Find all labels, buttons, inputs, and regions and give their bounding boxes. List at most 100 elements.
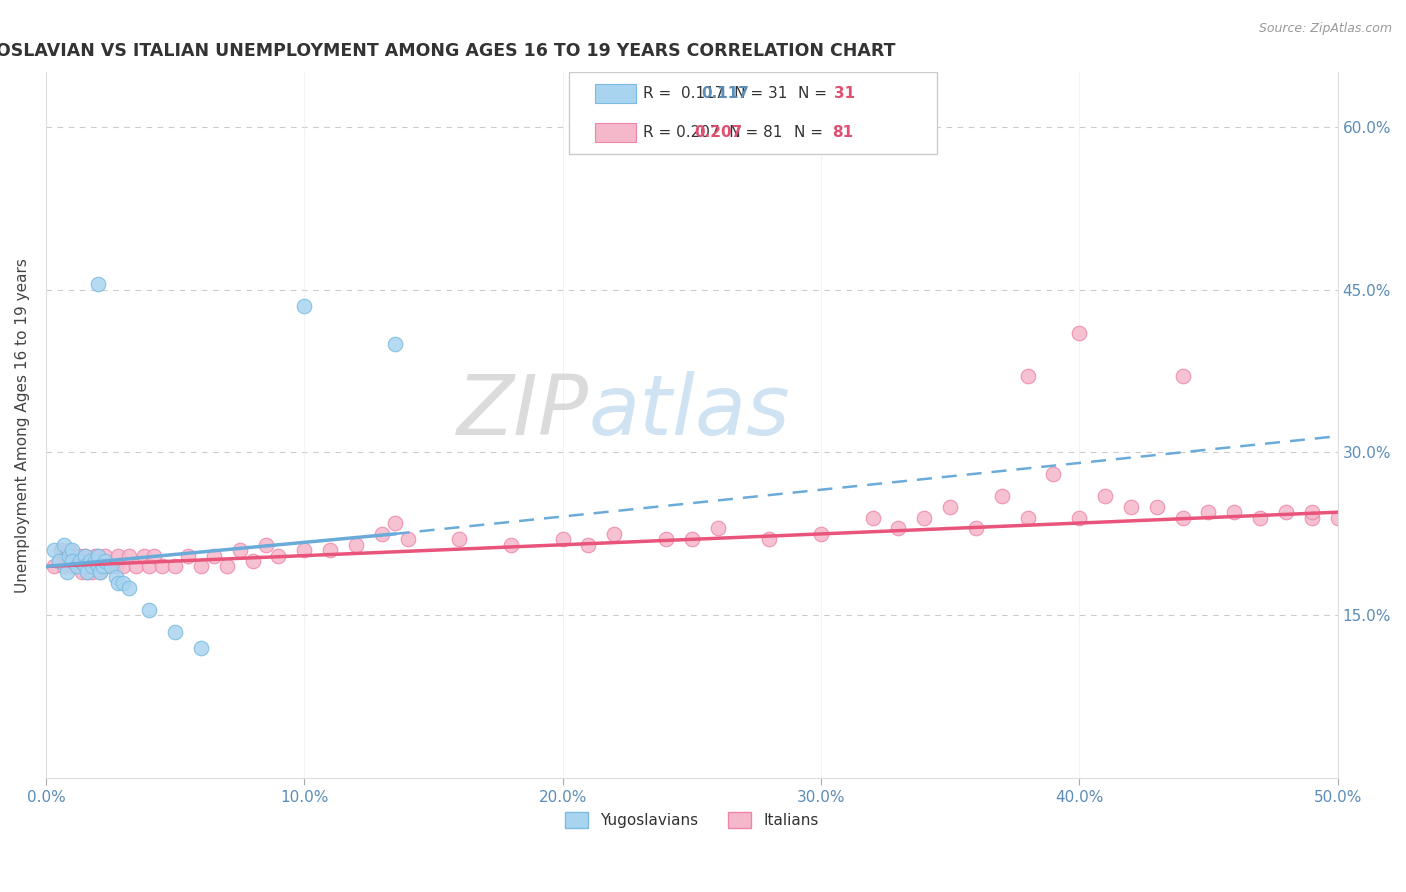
Point [69,549,91,563]
Point [758,533,780,547]
Point [190,640,212,655]
Point [254,538,277,552]
Point [165,559,187,574]
Point [60,554,83,568]
Point [499,538,522,552]
Point [991,489,1014,503]
Point [242,554,264,568]
Point [70,565,93,579]
Point [887,521,910,535]
Point [912,510,935,524]
Point [1171,369,1194,384]
Text: 0.207: 0.207 [695,125,742,140]
Point [1275,505,1298,519]
Point [84,554,107,568]
Point [86,549,108,563]
Point [94,549,117,563]
Point [202,549,225,563]
Text: 31: 31 [834,87,855,101]
Point [1146,500,1168,514]
Point [384,516,406,530]
Point [1017,510,1039,524]
Point [79,554,101,568]
Point [1069,326,1091,340]
Point [384,337,406,351]
Point [53,559,76,574]
Point [91,559,114,574]
Text: Source: ZipAtlas.com: Source: ZipAtlas.com [1258,22,1392,36]
Point [82,565,104,579]
Point [48,554,70,568]
Point [1198,505,1220,519]
Point [939,500,962,514]
Point [165,624,187,639]
Point [112,559,135,574]
Point [862,510,884,524]
Point [100,559,122,574]
Legend: Yugoslavians, Italians: Yugoslavians, Italians [558,805,825,834]
Point [228,543,250,558]
Point [319,543,342,558]
Point [177,549,200,563]
Point [292,299,315,313]
Point [86,559,108,574]
Point [134,549,156,563]
Point [1301,510,1323,524]
Point [449,533,471,547]
Point [63,554,86,568]
Point [344,538,367,552]
Point [1171,510,1194,524]
Point [86,277,108,292]
Point [82,559,104,574]
Point [76,565,98,579]
Point [1119,500,1142,514]
Point [150,559,173,574]
Point [117,549,139,563]
Point [1069,510,1091,524]
Point [125,559,148,574]
Point [58,543,80,558]
Point [60,549,83,563]
Text: R = 0.207  N = 81: R = 0.207 N = 81 [643,125,782,140]
Point [965,521,987,535]
FancyBboxPatch shape [595,84,637,103]
Point [89,565,111,579]
Point [1223,505,1246,519]
Point [55,549,77,563]
Point [603,527,626,541]
Point [138,559,160,574]
Point [76,565,98,579]
Point [396,533,419,547]
Point [1017,369,1039,384]
Point [60,543,83,558]
Text: 0.117: 0.117 [700,87,749,101]
Point [66,559,89,574]
Point [107,575,129,590]
Text: N =: N = [797,87,831,101]
Text: 81: 81 [832,125,853,140]
Point [551,533,574,547]
Point [104,570,127,584]
Point [94,554,117,568]
Point [66,559,89,574]
Point [73,549,96,563]
Point [51,543,73,558]
Point [681,533,703,547]
FancyBboxPatch shape [595,122,637,143]
Point [89,565,111,579]
Point [138,603,160,617]
Point [104,559,127,574]
Y-axis label: Unemployment Among Ages 16 to 19 years: Unemployment Among Ages 16 to 19 years [15,258,30,593]
Point [1326,510,1348,524]
Point [42,559,65,574]
Point [706,521,728,535]
Point [73,549,96,563]
Point [79,554,101,568]
Point [578,538,600,552]
Point [53,538,76,552]
Point [810,527,832,541]
Point [655,533,678,547]
Point [69,554,91,568]
Point [42,543,65,558]
Point [215,559,238,574]
